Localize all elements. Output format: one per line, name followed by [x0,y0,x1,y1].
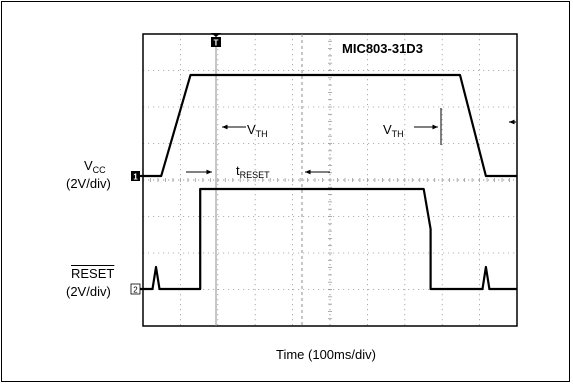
channel-2-marker-text: 2 [133,286,138,295]
vth-falling-arrow-head [432,124,438,130]
trigger-marker-text: T [214,39,219,48]
channel-2-marker [130,283,141,295]
channel-markers: 1 2 T [130,33,221,295]
plot-border [142,33,518,327]
cursor-lines [215,34,442,326]
vth-rising-arrow-head [222,124,228,130]
trace-vcc [137,73,517,178]
channel-1-marker [131,171,140,181]
annotation-arrows [186,119,516,175]
trigger-marker-pointer [211,33,221,37]
chart-title: MIC803-31D3 [342,41,423,56]
channel-1-marker-text: 1 [133,173,138,182]
offscreen-arrow-head [509,119,515,125]
scope-grid [142,33,518,327]
trigger-marker [211,37,221,47]
x-axis-label: Time (100ms/div) [276,347,376,362]
treset-left-arrow-head [206,169,212,175]
reset-scale-label: (2V/div) [66,284,111,299]
vcc-scale-label: (2V/div) [66,176,111,191]
treset-label: tRESET [236,163,270,180]
reset-channel-label: RESET [71,266,115,281]
trace-group [137,73,517,291]
vcc-channel-label: VCC [84,158,106,175]
vth-falling-label: VTH [383,122,404,139]
vth-rising-label: VTH [247,122,268,139]
treset-right-arrow-head [305,169,311,175]
trace-reset [137,187,517,291]
